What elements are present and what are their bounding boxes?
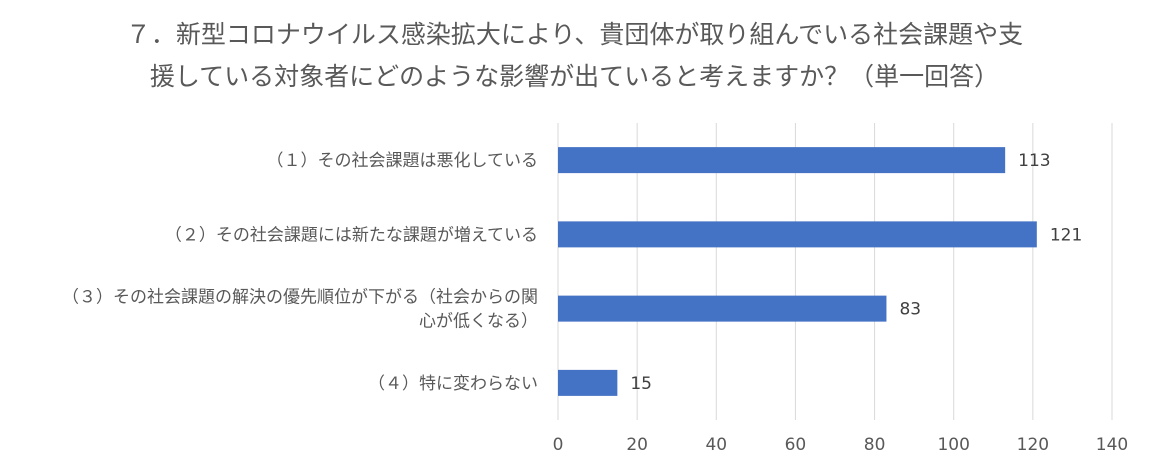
x-tick-label-0: 0 xyxy=(553,435,564,455)
category-label-1-line-1: （１）その社会課題は悪化している xyxy=(267,151,539,171)
x-tick-label-20: 20 xyxy=(626,435,648,455)
x-tick-label-80: 80 xyxy=(864,435,886,455)
x-tick-label-60: 60 xyxy=(785,435,807,455)
chart-title-line-2: 援している対象者にどのような影響が出ていると考えますか？（単一回答） xyxy=(149,62,1000,91)
bar-2 xyxy=(558,221,1037,248)
bar-1 xyxy=(558,147,1006,174)
x-tick-label-100: 100 xyxy=(937,435,969,455)
bar-3 xyxy=(558,295,887,322)
category-label-3-line-1: （３）その社会課題の解決の優先順位が下がる（社会からの関 xyxy=(62,288,538,308)
category-label-3-line-2: 心が低くなる） xyxy=(419,312,538,332)
chart-title-line-1: ７．新型コロナウイルス感染拡大により、貴団体が取り組んでいる社会課題や支 xyxy=(125,20,1024,49)
category-label-1: （１）その社会課題は悪化している xyxy=(267,151,539,171)
x-tick-label-140: 140 xyxy=(1096,435,1128,455)
x-tick-label-120: 120 xyxy=(1017,435,1049,455)
category-label-3: （３）その社会課題の解決の優先順位が下がる（社会からの関心が低くなる） xyxy=(62,288,538,332)
category-label-4: （４）特に変わらない xyxy=(368,374,538,394)
data-label-3: 83 xyxy=(899,300,921,320)
x-tick-label-40: 40 xyxy=(705,435,727,455)
category-label-2: （２）その社会課題には新たな課題が増えている xyxy=(165,225,538,245)
category-label-4-line-1: （４）特に変わらない xyxy=(368,374,538,394)
bar-4 xyxy=(558,369,618,396)
data-label-2: 121 xyxy=(1050,225,1082,245)
category-label-2-line-1: （２）その社会課題には新たな課題が増えている xyxy=(165,225,538,245)
chart-title: ７．新型コロナウイルス感染拡大により、貴団体が取り組んでいる社会課題や支 援して… xyxy=(0,14,1149,98)
data-label-1: 113 xyxy=(1018,151,1050,171)
data-label-4: 15 xyxy=(630,374,652,394)
